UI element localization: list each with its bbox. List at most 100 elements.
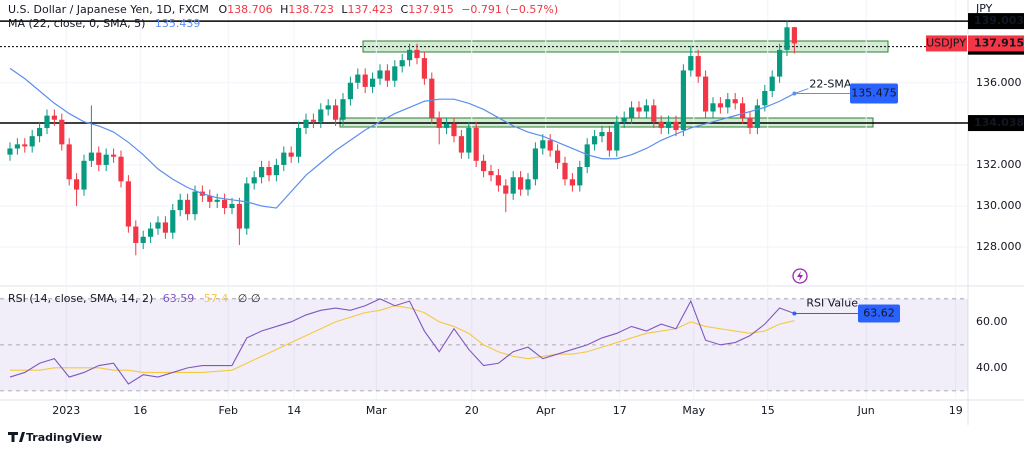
- x-tick-label: Feb: [219, 404, 238, 417]
- candle-body: [229, 203, 235, 209]
- candle-body: [488, 171, 494, 176]
- candle-body: [481, 160, 487, 172]
- candle-body: [532, 148, 538, 180]
- candle-body: [133, 226, 139, 243]
- candle-body: [547, 140, 553, 151]
- symbol-tag: [926, 35, 967, 52]
- candle-body: [651, 105, 657, 122]
- candle-body: [710, 103, 716, 112]
- candle-body: [310, 119, 316, 122]
- candle-body: [103, 154, 109, 165]
- candle-body: [555, 150, 561, 163]
- rsi-line: [9, 305, 795, 374]
- candle-body: [333, 105, 339, 120]
- candle-body: [629, 107, 635, 118]
- candle-body: [207, 195, 213, 202]
- candle-body: [370, 78, 376, 87]
- x-tick-label: 15: [761, 404, 775, 417]
- logo-icon: [8, 432, 25, 442]
- candle-body: [473, 127, 479, 161]
- candle-body: [429, 78, 435, 118]
- candle-body: [347, 82, 353, 100]
- candle-body: [125, 181, 131, 227]
- currency: JPY: [975, 2, 993, 15]
- sma-line: [9, 67, 795, 209]
- o-value: 138.706: [227, 3, 273, 16]
- candle-body: [162, 222, 168, 233]
- last-price-label: 137.915: [974, 36, 1024, 49]
- candle-body: [111, 154, 117, 157]
- candle-body: [118, 156, 124, 182]
- rsi-tick-label: 40.00: [976, 361, 1008, 374]
- drawings: [339, 40, 889, 128]
- symbol-title: U.S. Dollar / Japanese Yen, 1D, FXCM: [8, 3, 209, 16]
- candle-body: [273, 164, 279, 176]
- candle-body: [192, 191, 198, 215]
- candle-body: [37, 127, 43, 137]
- o-label: O: [218, 3, 227, 16]
- candle-body: [148, 228, 154, 237]
- candle-body: [717, 103, 723, 108]
- l-value: 137.423: [348, 3, 394, 16]
- event-icon[interactable]: [792, 268, 808, 284]
- ma-label: MA (22, close, 0, SMA, 5): [8, 17, 145, 30]
- y-tick-label: 136.000: [976, 76, 1022, 89]
- x-tick-label: 20: [465, 404, 479, 417]
- rsi-label: RSI (14, close, SMA, 14, 2): [8, 292, 153, 305]
- y-tick-label: 132.000: [976, 158, 1022, 171]
- rsi-value: 63.62: [863, 306, 895, 319]
- h-label: H: [280, 3, 288, 16]
- candle-body: [636, 107, 642, 112]
- candle-body: [584, 144, 590, 167]
- symbol-tag-label: USDJPY: [926, 36, 966, 49]
- x-tick-label: May: [682, 404, 705, 417]
- candle-body: [791, 27, 797, 44]
- candle-body: [451, 123, 457, 137]
- candle-body: [518, 177, 524, 190]
- candle-body: [540, 140, 546, 149]
- candle-body: [325, 105, 331, 110]
- candle-body: [214, 199, 220, 202]
- candle-body: [14, 144, 20, 149]
- candle-body: [621, 117, 627, 122]
- x-tick-label: Mar: [366, 404, 387, 417]
- sma-value-box: [850, 83, 898, 104]
- candle-body: [96, 152, 102, 165]
- candle-body: [414, 49, 420, 59]
- rsi-name: RSI Value: [806, 296, 858, 309]
- candle-body: [673, 121, 679, 130]
- candle-body: [740, 103, 746, 118]
- candle-body: [392, 66, 398, 81]
- candle-body: [725, 99, 731, 108]
- candle-body: [747, 117, 753, 128]
- candle-body: [606, 132, 612, 151]
- candle-body: [88, 152, 94, 161]
- rsi-value-box: [858, 304, 900, 323]
- c-value: 137.915: [408, 3, 454, 16]
- x-tick-label: 16: [133, 404, 147, 417]
- candle-body: [281, 152, 287, 165]
- candle-body: [754, 105, 760, 128]
- x-tick-label: 2023: [52, 404, 80, 417]
- c-label: C: [401, 3, 409, 16]
- legend-rsi: RSI (14, close, SMA, 14, 2) 63.59 57.4 ∅…: [8, 292, 260, 305]
- candle-body: [703, 76, 709, 112]
- level-tag: [968, 13, 1024, 30]
- candle-body: [421, 58, 427, 79]
- l-label: L: [341, 3, 348, 16]
- candle-body: [59, 119, 65, 145]
- candle-body: [732, 99, 738, 104]
- h-value: 138.723: [288, 3, 334, 16]
- candle-body: [458, 136, 464, 153]
- candle-body: [377, 70, 383, 79]
- candle-body: [658, 121, 664, 128]
- candle-body: [155, 222, 161, 229]
- legend-ma: MA (22, close, 0, SMA, 5) 135.439: [8, 17, 200, 30]
- candle-body: [384, 70, 390, 81]
- candle-body: [399, 60, 405, 67]
- candle-body: [784, 27, 790, 50]
- candle-body: [688, 56, 694, 71]
- last-price-tag: [968, 35, 1024, 52]
- candle-body: [777, 49, 783, 77]
- candle-body: [296, 127, 302, 157]
